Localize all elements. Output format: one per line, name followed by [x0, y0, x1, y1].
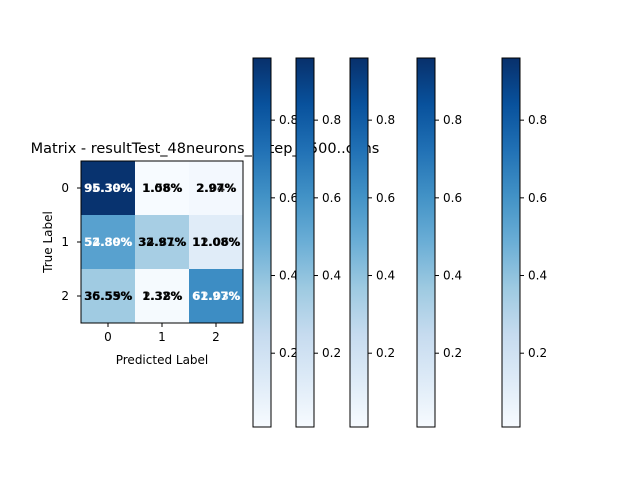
colorbar-tick-label: 0.6 — [376, 191, 395, 205]
x-axis-ticks: 0 1 2 — [104, 323, 220, 344]
colorbar-tick-label: 0.6 — [279, 191, 298, 205]
cell-label-r2-c1: 1.32% — [142, 289, 182, 303]
y-axis-ticks: 0 1 2 — [61, 181, 81, 303]
colorbar-tick-label: 0.8 — [528, 113, 547, 127]
cell-label-r2-c2: 61.97% — [192, 289, 240, 303]
cell-label-r0-c0: 95.30% — [84, 181, 132, 195]
colorbar-tick-label: 0.6 — [443, 191, 462, 205]
heatmap-cell-r0-c1 — [135, 161, 189, 215]
colorbar-tick-label: 0.6 — [528, 191, 547, 205]
cell-overlay-label-r2-c2: 62.03% — [193, 289, 241, 303]
x-tick-label: 0 — [104, 330, 112, 344]
colorbar-tick-label: 0.4 — [322, 269, 341, 283]
colorbar-gradient — [502, 58, 520, 427]
heatmap-cell-r0-c2 — [189, 161, 243, 215]
colorbar-gradient — [417, 58, 435, 427]
heatmap-cell-r2-c1 — [135, 269, 189, 323]
colorbar-tick-label: 0.4 — [279, 269, 298, 283]
colorbar-4: 0.2 0.4 0.6 0.8 — [416, 57, 462, 428]
y-tick-label: 0 — [61, 181, 69, 195]
cell-label-r1-c1: 32.97% — [138, 235, 186, 249]
heatmap-cell-labels: 95.30%96.39% 1.08%1.56% 2.97%2.04% 52.80%54… — [84, 181, 241, 303]
colorbar-frame — [349, 57, 369, 428]
cell-overlay-label-r0-c2: 2.04% — [197, 181, 237, 195]
chart-title: Matrix - resultTest_48neurons_..step_..5… — [31, 141, 380, 157]
colorbar-tick-label: 0.8 — [376, 113, 395, 127]
colorbar-tick-label: 0.2 — [528, 346, 547, 360]
cell-overlay-label-r0-c1: 1.56% — [143, 181, 183, 195]
cell-overlay-label-r1-c2: 12.06% — [193, 235, 241, 249]
cell-overlay-label-r0-c0: 96.39% — [85, 181, 133, 195]
heatmap-cell-r0-c0 — [81, 161, 135, 215]
colorbar-frame — [252, 57, 272, 428]
colorbar-tick-label: 0.8 — [443, 113, 462, 127]
cell-label-r0-c1: 1.08% — [142, 181, 182, 195]
y-tick-label: 1 — [61, 235, 69, 249]
colorbar-tick-label: 0.4 — [528, 269, 547, 283]
heatmap-cell-r2-c0 — [81, 269, 135, 323]
heatmap-cell-r2-c2 — [189, 269, 243, 323]
colorbar-gradient — [350, 58, 368, 427]
cell-overlay-label-r1-c0: 54.39% — [85, 235, 133, 249]
cell-overlay-label-r1-c1: 34.81% — [139, 235, 187, 249]
colorbars: 0.20.40.60.80.20.40.60.80.20.40.60.80.20… — [252, 57, 547, 428]
colorbar-frame — [501, 57, 521, 428]
colorbar-frame — [295, 57, 315, 428]
colorbar-gradient — [253, 58, 271, 427]
colorbar-gradient — [296, 58, 314, 427]
colorbar-tick-label: 0.2 — [443, 346, 462, 360]
colorbar-2: 0.2 0.4 0.6 0.8 — [295, 57, 341, 428]
colorbar-tick-label: 0.6 — [322, 191, 341, 205]
cell-label-r1-c2: 11.08% — [192, 235, 240, 249]
cell-overlay-label-r2-c1: 2.38% — [143, 289, 183, 303]
x-tick-label: 2 — [212, 330, 220, 344]
colorbar-3: 0.2 0.4 0.6 0.8 — [349, 57, 395, 428]
colorbar-1: 0.2 0.4 0.6 0.8 — [252, 57, 298, 428]
heatmap-cells — [81, 161, 243, 323]
cell-label-r2-c0: 36.55% — [84, 289, 132, 303]
x-axis-label: Predicted Label — [116, 353, 209, 367]
cell-label-r0-c2: 2.97% — [196, 181, 236, 195]
colorbar-tick-label: 0.2 — [322, 346, 341, 360]
colorbar-tick-label: 0.8 — [279, 113, 298, 127]
heatmap-cell-r1-c1 — [135, 215, 189, 269]
x-tick-label: 1 — [158, 330, 166, 344]
cell-label-r1-c0: 52.80% — [84, 235, 132, 249]
heatmap-cell-r1-c2 — [189, 215, 243, 269]
colorbar-tick-label: 0.2 — [376, 346, 395, 360]
colorbar-5: 0.2 0.4 0.6 0.8 — [501, 57, 547, 428]
heatmap-cell-r1-c0 — [81, 215, 135, 269]
colorbar-tick-label: 0.4 — [443, 269, 462, 283]
y-axis-label: True Label — [41, 211, 55, 274]
cell-overlay-label-r2-c0: 35.59% — [85, 289, 133, 303]
colorbar-tick-label: 0.2 — [279, 346, 298, 360]
colorbar-tick-label: 0.4 — [376, 269, 395, 283]
colorbar-frame — [416, 57, 436, 428]
y-tick-label: 2 — [61, 289, 69, 303]
colorbar-tick-label: 0.8 — [322, 113, 341, 127]
